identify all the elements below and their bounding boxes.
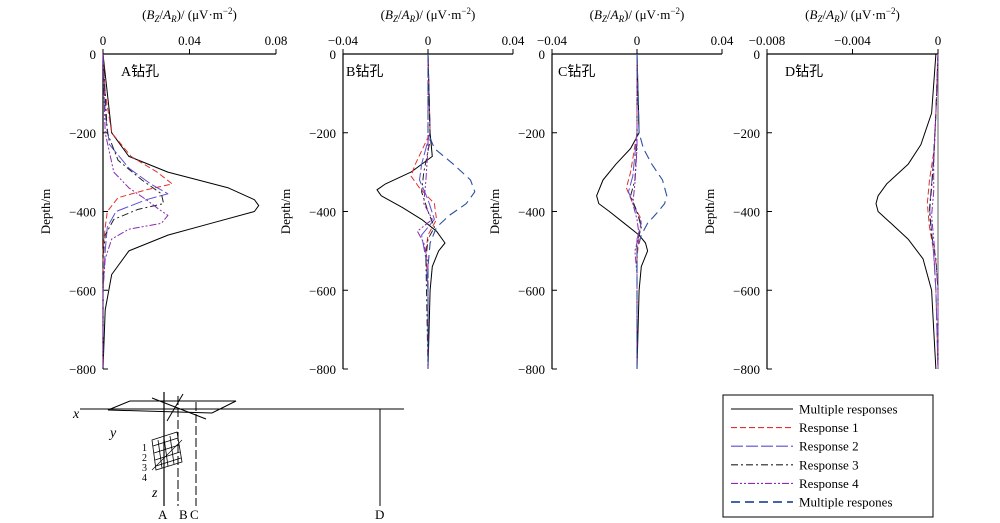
x-tick-label: −0.008 — [749, 33, 786, 48]
ore-body — [151, 431, 183, 471]
series-line-response-4 — [102, 53, 169, 369]
x-tick-label: 0 — [425, 33, 432, 48]
y-tick-label: −400 — [69, 205, 96, 220]
legend: Multiple responses Response 1 Response 2 Re… — [722, 394, 934, 518]
borehole-label-C: C — [190, 507, 199, 522]
y-tick-label: −800 — [309, 362, 336, 377]
series-line-multiple-responses — [102, 53, 260, 370]
borehole-label-D: D — [375, 507, 384, 522]
x-tick-label: −0.004 — [834, 33, 871, 48]
x-tick-label: 0.04 — [711, 33, 734, 48]
layer-number-2: 2 — [142, 453, 147, 464]
x-tick-label: 0 — [634, 33, 641, 48]
loop-diagonal — [151, 397, 207, 420]
series-line-multiple-responses — [596, 53, 649, 370]
series-line-response-1 — [410, 53, 437, 369]
layer-number-3: 3 — [142, 463, 147, 474]
y-axis-title: Depth/m — [278, 189, 293, 235]
x-tick-label: −0.04 — [328, 33, 359, 48]
x-axis-label: x — [72, 407, 80, 422]
panel-label: C钻孔 — [558, 64, 595, 80]
y-tick-label: −600 — [69, 283, 96, 298]
chart-panels: 0 0.04 0.08 0 −200 −400 −600 −800 (BZ/AR)/ (μV·m… — [38, 6, 941, 377]
series-line-multiple-respones — [427, 54, 476, 369]
y-tick-label: −200 — [518, 126, 545, 141]
layer-number-1: 1 — [142, 443, 147, 454]
borehole-schematic: x y z 1 2 3 4 A B C D — [72, 392, 404, 522]
series-line-response-1 — [102, 53, 173, 369]
y-axis-label: y — [108, 426, 117, 441]
y-tick-label: 0 — [539, 47, 546, 62]
y-axis-line — [166, 393, 184, 422]
series-line-response-2 — [102, 53, 169, 369]
source-loop — [107, 400, 237, 414]
x-tick-label: 0 — [935, 33, 942, 48]
series-line-response-3 — [102, 53, 165, 369]
y-axis-title: Depth/m — [702, 189, 717, 235]
y-tick-label: 0 — [90, 47, 97, 62]
x-tick-label: 0.04 — [178, 33, 201, 48]
y-tick-label: −800 — [69, 362, 96, 377]
legend-label: Response 2 — [799, 439, 859, 454]
chart-panel-c: −0.04 0 0.040−200−400−600−800(BZ/AR)/ (μV·… — [487, 6, 734, 377]
y-tick-label: 0 — [754, 47, 761, 62]
x-axis-title: (BZ/AR)/ (μV·m−2) — [142, 6, 237, 24]
series-line-multiple-respones — [636, 53, 668, 369]
chart-panel-a: 0 0.04 0.08 0 −200 −400 −600 −800 (BZ/AR)/ (μV·m… — [38, 6, 287, 377]
series-line-multiple-responses — [875, 53, 937, 370]
y-tick-label: −200 — [733, 126, 760, 141]
series-line-multiple-responses — [376, 53, 446, 370]
chart-panel-d: −0.008 −0.004 0 0 −200 −400 −600 −800 (BZ/AR)/ (… — [702, 6, 941, 377]
y-axis-title: Depth/m — [38, 189, 53, 235]
x-axis-title: (BZ/AR)/ (μV·m−2) — [590, 6, 685, 24]
y-tick-label: −400 — [518, 205, 545, 220]
legend-label: Response 1 — [799, 420, 859, 435]
panel-label: D钻孔 — [785, 64, 823, 80]
y-tick-label: −400 — [733, 205, 760, 220]
legend-box — [722, 394, 934, 518]
z-axis-label: z — [151, 486, 158, 501]
x-tick-label: −0.04 — [537, 33, 568, 48]
y-tick-label: −800 — [733, 362, 760, 377]
series-line-response-1 — [625, 54, 642, 369]
y-tick-label: −600 — [518, 283, 545, 298]
legend-label: Response 3 — [799, 457, 859, 472]
y-tick-label: −200 — [309, 126, 336, 141]
legend-label: Multiple respones — [799, 495, 893, 510]
layer-number-4: 4 — [142, 473, 147, 484]
borehole-label-A: A — [158, 507, 168, 522]
y-tick-label: −800 — [518, 362, 545, 377]
y-tick-label: −200 — [69, 126, 96, 141]
panel-label: A钻孔 — [121, 64, 159, 80]
x-tick-label: 0 — [100, 33, 107, 48]
panel-label: B钻孔 — [346, 64, 383, 80]
y-tick-label: −600 — [733, 283, 760, 298]
x-axis-title: (BZ/AR)/ (μV·m−2) — [381, 6, 476, 24]
x-tick-label: 0.04 — [502, 33, 525, 48]
y-tick-label: 0 — [330, 47, 337, 62]
chart-panel-b: −0.04 0 0.040−200−400−600−800(BZ/AR)/ (μV·… — [278, 6, 525, 377]
y-tick-label: −400 — [309, 205, 336, 220]
series-line-response-4 — [416, 54, 433, 369]
x-axis-title: (BZ/AR)/ (μV·m−2) — [805, 6, 900, 24]
series-line-response-4 — [931, 53, 939, 369]
legend-label: Multiple responses — [799, 402, 898, 417]
x-tick-label: 0.08 — [265, 33, 288, 48]
legend-label: Response 4 — [799, 476, 859, 491]
y-tick-label: −600 — [309, 283, 336, 298]
borehole-label-B: B — [179, 507, 188, 522]
series-line-response-2 — [419, 53, 435, 369]
series-line-response-4 — [632, 54, 640, 369]
y-axis-title: Depth/m — [487, 189, 502, 235]
